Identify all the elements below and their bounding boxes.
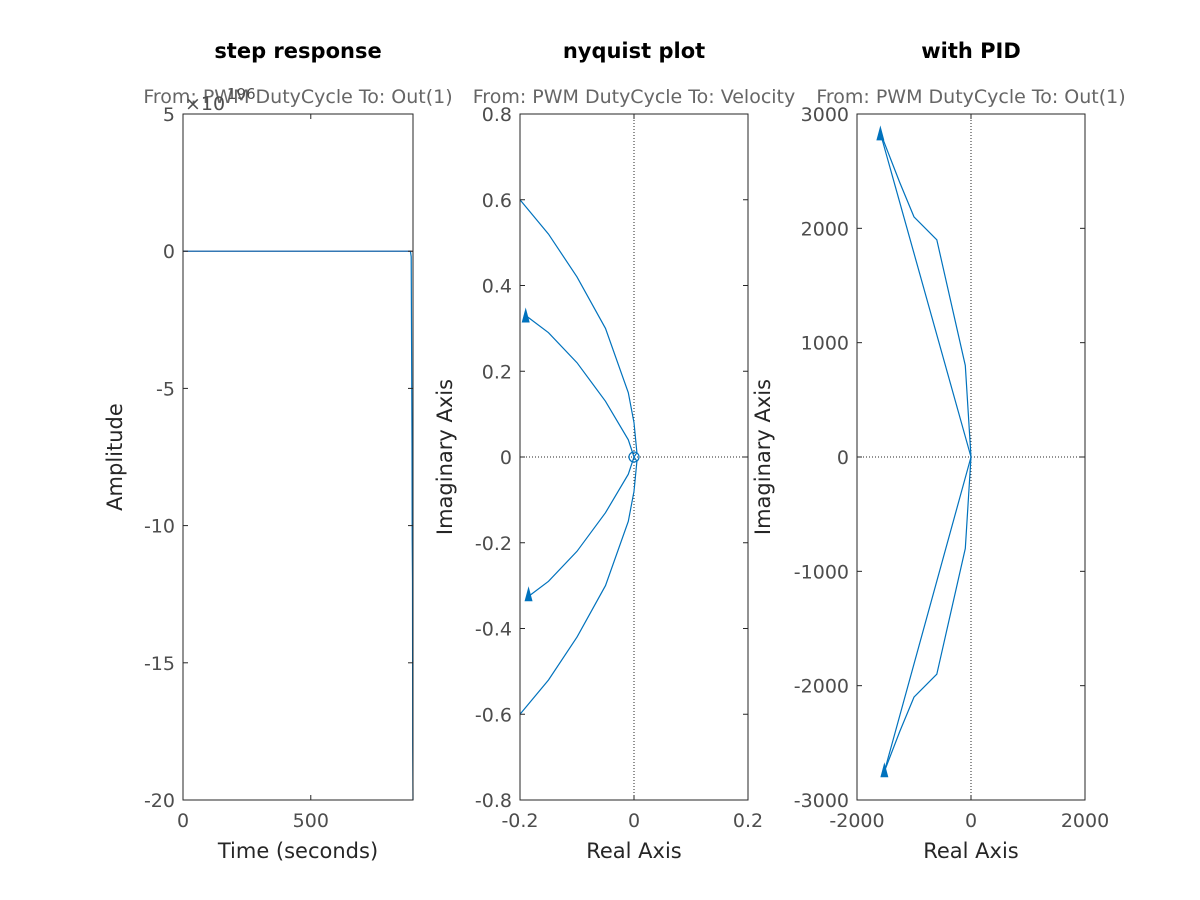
ytick-label: 3000 (801, 104, 849, 126)
ytick-label: 0 (163, 241, 175, 263)
ytick-label: -15 (144, 653, 175, 675)
ytick-label: -0.6 (475, 704, 512, 726)
xtick-label: 0 (965, 810, 977, 832)
ytick-label: -20 (144, 790, 175, 812)
chart-title: step response (214, 39, 381, 63)
critical-point-marker (628, 451, 640, 463)
xtick-label: 500 (293, 810, 329, 832)
ytick-label: 0.4 (482, 276, 512, 298)
chart-subtitle: From: PWM DutyCycle To: Velocity (473, 86, 796, 108)
ytick-label: -0.8 (475, 790, 512, 812)
xtick-label: 0.2 (733, 810, 763, 832)
direction-arrow-1 (876, 125, 885, 141)
ytick-label: 0 (500, 447, 512, 469)
ytick-label: 0.8 (482, 104, 512, 126)
direction-arrow-2 (524, 586, 533, 602)
chart-title: with PID (921, 39, 1021, 63)
ytick-label: -1000 (794, 561, 849, 583)
ytick-label: 0.2 (482, 361, 512, 383)
y-axis-label: Imaginary Axis (751, 379, 775, 535)
exponent-power: 196 (227, 85, 256, 103)
x-axis-label: Real Axis (923, 839, 1019, 863)
xtick-label: 0 (628, 810, 640, 832)
series-line-2 (883, 456, 972, 772)
ytick-label: 0.6 (482, 190, 512, 212)
ytick-label: -3000 (794, 790, 849, 812)
ytick-label: -5 (156, 378, 175, 400)
xtick-label: 0 (177, 810, 189, 832)
xtick-label: -2000 (829, 810, 884, 832)
ytick-label: -10 (144, 516, 175, 538)
xtick-label: -0.2 (501, 810, 538, 832)
series-line-4 (525, 456, 635, 599)
ytick-label: 5 (163, 104, 175, 126)
series-line-1 (183, 250, 414, 801)
series-line-1 (879, 130, 972, 458)
ytick-label: 2000 (801, 218, 849, 240)
series-line-2 (519, 456, 638, 715)
ytick-label: 0 (837, 447, 849, 469)
chart-subtitle: From: PWM DutyCycle To: Out(1) (143, 86, 452, 108)
axes-frame (182, 113, 414, 801)
chart-panel-nyquist-plot: 0.80.60.40.20-0.2-0.4-0.6-0.8-0.2 0 0.2Fro… (433, 39, 795, 863)
ytick-label: 1000 (801, 333, 849, 355)
y-axis-label: Amplitude (103, 403, 127, 511)
y-axis-label: Imaginary Axis (433, 379, 457, 535)
series-line-3 (525, 315, 635, 458)
xtick-label: 2000 (1061, 810, 1109, 832)
chart-title: nyquist plot (563, 39, 705, 63)
ytick-label: -0.2 (475, 533, 512, 555)
x-axis-label: Real Axis (586, 839, 682, 863)
chart-subtitle: From: PWM DutyCycle To: Out(1) (816, 86, 1125, 108)
series-line-1 (519, 199, 638, 458)
ytick-label: -2000 (794, 676, 849, 698)
exponent-label: ×10 (185, 93, 225, 115)
direction-arrow-2 (880, 762, 889, 778)
direction-arrow-1 (521, 307, 530, 323)
series-line-4 (883, 456, 972, 772)
ytick-label: -0.4 (475, 619, 512, 641)
x-axis-label: Time (seconds) (217, 839, 378, 863)
series-line-3 (879, 130, 972, 458)
